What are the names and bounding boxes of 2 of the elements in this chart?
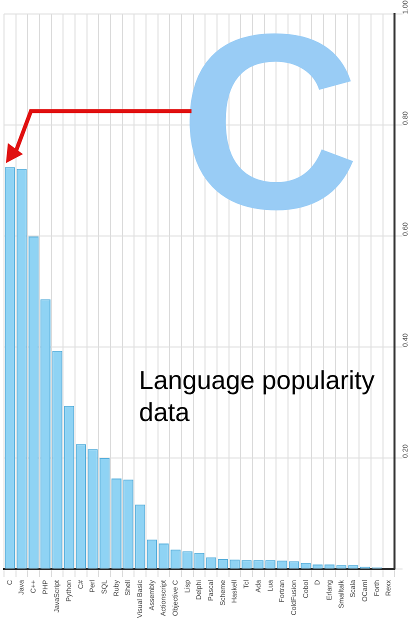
annotation: Language popularity data — [139, 365, 375, 427]
annotation: C — [179, 0, 360, 261]
